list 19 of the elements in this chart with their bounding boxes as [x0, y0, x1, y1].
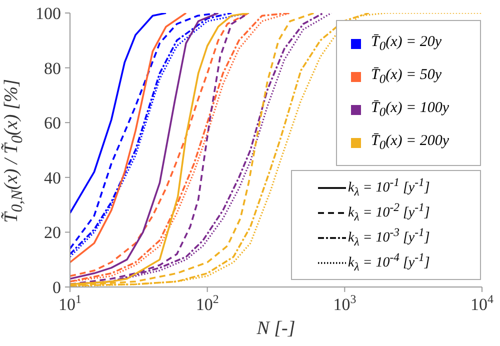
x-tick-label: 10$^{2}$	[196, 292, 219, 314]
annotation: T̄$_{0}$(x) = 50y	[371, 66, 442, 86]
annotation: k$_{λ}$ = 10$^{-3}$ [y$^{-1}$]	[348, 226, 430, 249]
annotation: T̄$_{0}$(x) = 20y	[371, 34, 442, 54]
x-tick-label: 10$^{3}$	[333, 292, 356, 314]
annotation: k$_{λ}$ = 10$^{-1}$ [y$^{-1}$]	[348, 176, 430, 199]
x-axis-title: N [-]	[256, 318, 296, 340]
annotation: T̄$_{0}$(x) = 200y	[371, 132, 450, 152]
annotation: T̄$_{0}$(x) = 100y	[371, 100, 450, 120]
y-tick-label: 0	[52, 278, 61, 297]
x-tick-label: 10$^{4}$	[470, 292, 494, 314]
y-tick-label: 80	[44, 58, 61, 78]
annotation: k$_{λ}$ = 10$^{-2}$ [y$^{-1}$]	[348, 201, 430, 224]
y-tick-label: 100	[36, 4, 61, 23]
x-tick-label: 10$^{1}$	[58, 292, 82, 314]
y-tick-label: 20	[44, 223, 61, 242]
y-tick-label: 40	[44, 168, 61, 188]
y-tick-label: 60	[44, 114, 61, 133]
annotation: k$_{λ}$ = 10$^{-4}$ [y$^{-1}$]	[348, 251, 430, 274]
